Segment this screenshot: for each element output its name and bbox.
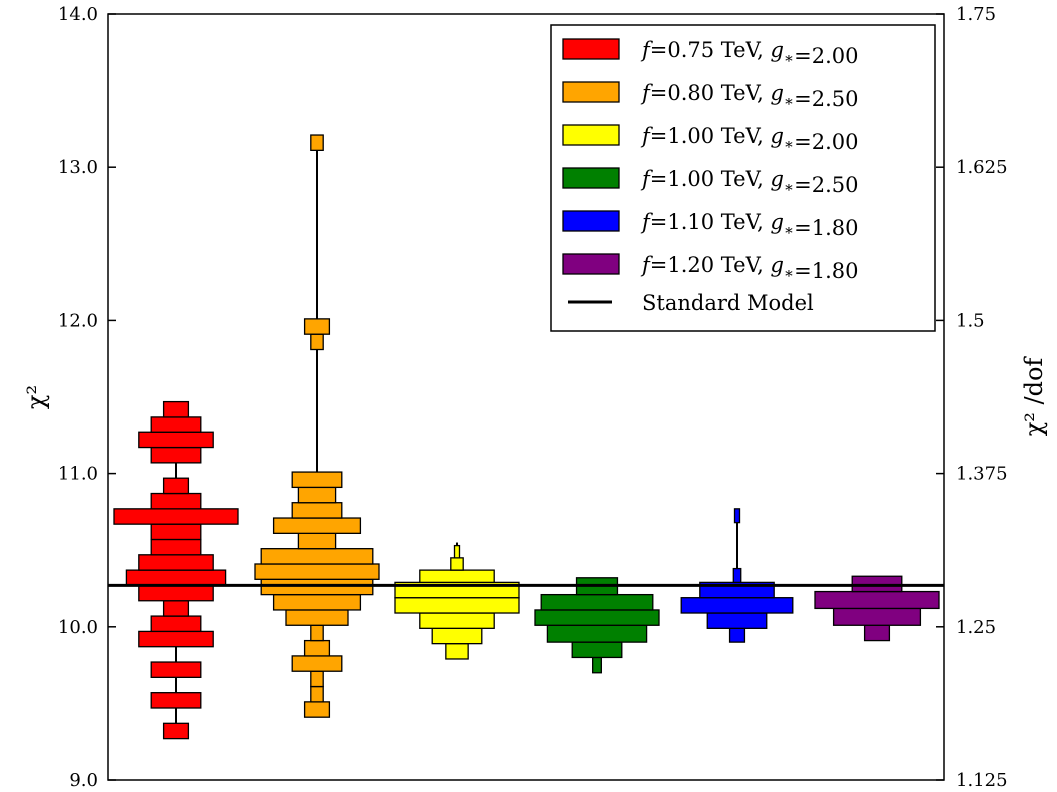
series-2-bin-9 — [260, 578, 374, 596]
legend-label-5: f=1.10 TeV, g∗=1.80 — [640, 210, 858, 240]
series-1-bin-7 — [138, 584, 214, 602]
series-1-bin-2 — [150, 692, 202, 709]
series-2-bin-7 — [285, 609, 349, 626]
series-1-bin-10 — [150, 538, 202, 556]
series-1-bin-3 — [150, 661, 202, 679]
series-1-bin-14 — [162, 477, 190, 495]
series-6-bin-1 — [863, 624, 891, 642]
series-2-bin-2 — [310, 685, 324, 703]
series-5-bin-6 — [733, 508, 741, 524]
series-3-bin-4 — [394, 597, 520, 614]
legend-label-6: f=1.20 TeV, g∗=1.80 — [640, 253, 858, 283]
legend-swatch-1 — [562, 38, 620, 60]
left-tick-label: 12.0 — [58, 310, 98, 331]
legend-swatch-2 — [562, 81, 620, 103]
left-tick-label: 9.0 — [69, 770, 98, 791]
series-4-bin-1 — [592, 656, 602, 674]
series-5-bin-1 — [728, 627, 746, 643]
series-5-bin-5 — [732, 567, 742, 584]
series-2-bin-19 — [310, 134, 324, 151]
series-3-bin-1 — [445, 643, 469, 660]
series-3 — [394, 542, 520, 660]
series-5-bin-3 — [680, 597, 794, 614]
series-3-bin-2 — [431, 627, 483, 645]
legend: f=0.75 TeV, g∗=2.00 f=0.80 TeV, g∗=2.50 f=… — [550, 24, 936, 332]
series-4-bin-4 — [534, 609, 660, 626]
series-2-bin-10 — [254, 563, 380, 580]
left-axis: 9.0 10.0 11.0 12.0 13.0 14.0 — [58, 4, 116, 791]
legend-swatch-5 — [562, 210, 620, 232]
series-1-bin-17 — [150, 416, 202, 433]
series-2-bin-12 — [297, 532, 337, 550]
axes — [107, 13, 945, 781]
y-axis-right-title: χ² /dof — [1020, 356, 1048, 437]
left-tick-label: 11.0 — [58, 464, 98, 485]
series-4-bin-2 — [571, 641, 623, 659]
series-2-bin-1 — [303, 701, 331, 718]
right-tick-label: 1.25 — [956, 617, 996, 638]
series-1-bin-4 — [138, 630, 214, 648]
series-6-bin-4 — [851, 575, 903, 593]
right-tick-label: 1.375 — [956, 464, 1008, 485]
plot-frame — [107, 13, 945, 781]
legend-label-1: f=0.75 TeV, g∗=2.00 — [640, 38, 858, 68]
series-1-bin-15 — [150, 446, 202, 464]
y-axis-left-title: χ² — [22, 385, 50, 409]
right-tick-label: 1.625 — [956, 157, 1008, 178]
right-tick-label: 1.125 — [956, 770, 1008, 791]
right-tick-label: 1.75 — [956, 4, 996, 25]
right-axis: 1.125 1.25 1.375 1.5 1.625 1.75 — [936, 4, 1008, 791]
series-2-bin-4 — [291, 655, 343, 672]
series-2-bin-13 — [272, 517, 362, 534]
series-1-bin-1 — [162, 722, 190, 740]
legend-label-4: f=1.00 TeV, g∗=2.50 — [640, 167, 858, 197]
series-2-bin-14 — [291, 502, 343, 519]
series-2-bin-16 — [291, 471, 343, 489]
series-1-bin-16 — [138, 431, 214, 449]
series-1-bin-6 — [162, 600, 190, 617]
series-4 — [534, 577, 660, 674]
series-4-bin-5 — [540, 593, 654, 611]
series-layer — [113, 134, 940, 740]
series-5 — [680, 508, 794, 643]
series-1-bin-5 — [150, 615, 202, 633]
series-3-bin-7 — [450, 557, 464, 571]
series-1-bin-9 — [138, 554, 214, 571]
series-4-bin-3 — [546, 624, 648, 643]
series-2-bin-15 — [297, 486, 337, 504]
series-2-bin-18 — [303, 318, 331, 335]
legend-label-2: f=0.80 TeV, g∗=2.50 — [640, 81, 858, 111]
series-2-bin-3 — [310, 670, 324, 688]
series-1-bin-13 — [150, 492, 202, 510]
series-2 — [254, 134, 380, 718]
series-2-bin-17 — [310, 333, 324, 351]
legend-label-standard-model: Standard Model — [642, 291, 814, 315]
left-tick-label: 10.0 — [58, 617, 98, 638]
series-2-bin-5 — [303, 639, 331, 657]
legend-swatch-6 — [562, 253, 620, 275]
left-tick-label: 13.0 — [58, 157, 98, 178]
legend-swatch-3 — [562, 124, 620, 146]
series-3-bin-8 — [453, 544, 461, 559]
series-2-bin-8 — [272, 593, 362, 611]
legend-label-3: f=1.00 TeV, g∗=2.00 — [640, 124, 858, 154]
series-1-bin-8 — [125, 569, 227, 587]
series-2-bin-11 — [260, 548, 374, 565]
series-3-bin-3 — [419, 612, 495, 629]
series-1-bin-11 — [150, 523, 202, 541]
right-tick-label: 1.5 — [956, 310, 985, 331]
series-5-bin-2 — [706, 612, 768, 629]
series-1-bin-12 — [113, 508, 239, 525]
series-6-bin-3 — [814, 590, 940, 610]
series-6 — [814, 575, 940, 642]
series-1 — [113, 400, 239, 740]
left-tick-label: 14.0 — [58, 4, 98, 25]
series-6-bin-2 — [832, 607, 922, 626]
series-1-bin-18 — [162, 400, 190, 418]
series-3-bin-6 — [419, 569, 495, 584]
series-2-bin-6 — [310, 624, 324, 642]
legend-swatch-4 — [562, 167, 620, 189]
